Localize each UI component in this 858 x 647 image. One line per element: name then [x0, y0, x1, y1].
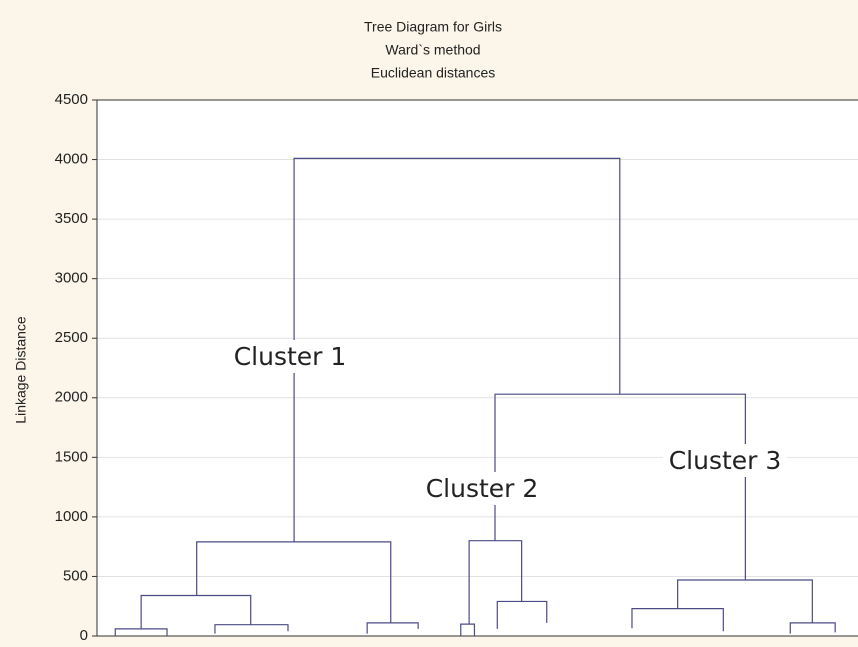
chart-title: Tree Diagram for Girls [364, 19, 502, 35]
dendrogram-link [494, 393, 746, 581]
y-tick-label: 4000 [55, 151, 88, 168]
chart-subtitle: Euclidean distances [371, 65, 496, 81]
y-tick-label: 3500 [55, 210, 88, 227]
dendrogram-link [468, 540, 523, 625]
dendrogram-link [196, 541, 392, 623]
y-tick-label: 2000 [55, 389, 88, 406]
y-tick-label: 1000 [55, 508, 88, 525]
chart-subtitle: Ward`s method [385, 42, 480, 58]
annotation-bg [662, 444, 788, 477]
y-tick-label: 4500 [55, 91, 88, 108]
y-axis-label: Linkage Distance [13, 316, 29, 424]
y-tick-label: 500 [63, 567, 88, 584]
dendrogram-link [460, 623, 476, 636]
dendrogram-link [214, 624, 289, 634]
annotation: Cluster 1 [234, 342, 347, 371]
annotation: Cluster 2 [426, 474, 539, 503]
y-tick-label: 3000 [55, 270, 88, 287]
dendrogram-link [496, 600, 548, 629]
y-tick-label: 1500 [55, 448, 88, 465]
annotation-bg [227, 340, 353, 373]
dendrogram-link [677, 579, 813, 623]
plot-area [97, 100, 858, 636]
annotation-bg [419, 472, 545, 505]
dendrogram-link [789, 622, 836, 634]
dendrogram-link [140, 594, 252, 629]
annotation: Cluster 3 [669, 446, 782, 475]
y-tick-label: 0 [80, 627, 88, 644]
dendrogram-link [631, 608, 724, 632]
y-tick-label: 2500 [55, 329, 88, 346]
dendrogram-link [114, 628, 168, 636]
dendrogram-link [366, 622, 419, 634]
